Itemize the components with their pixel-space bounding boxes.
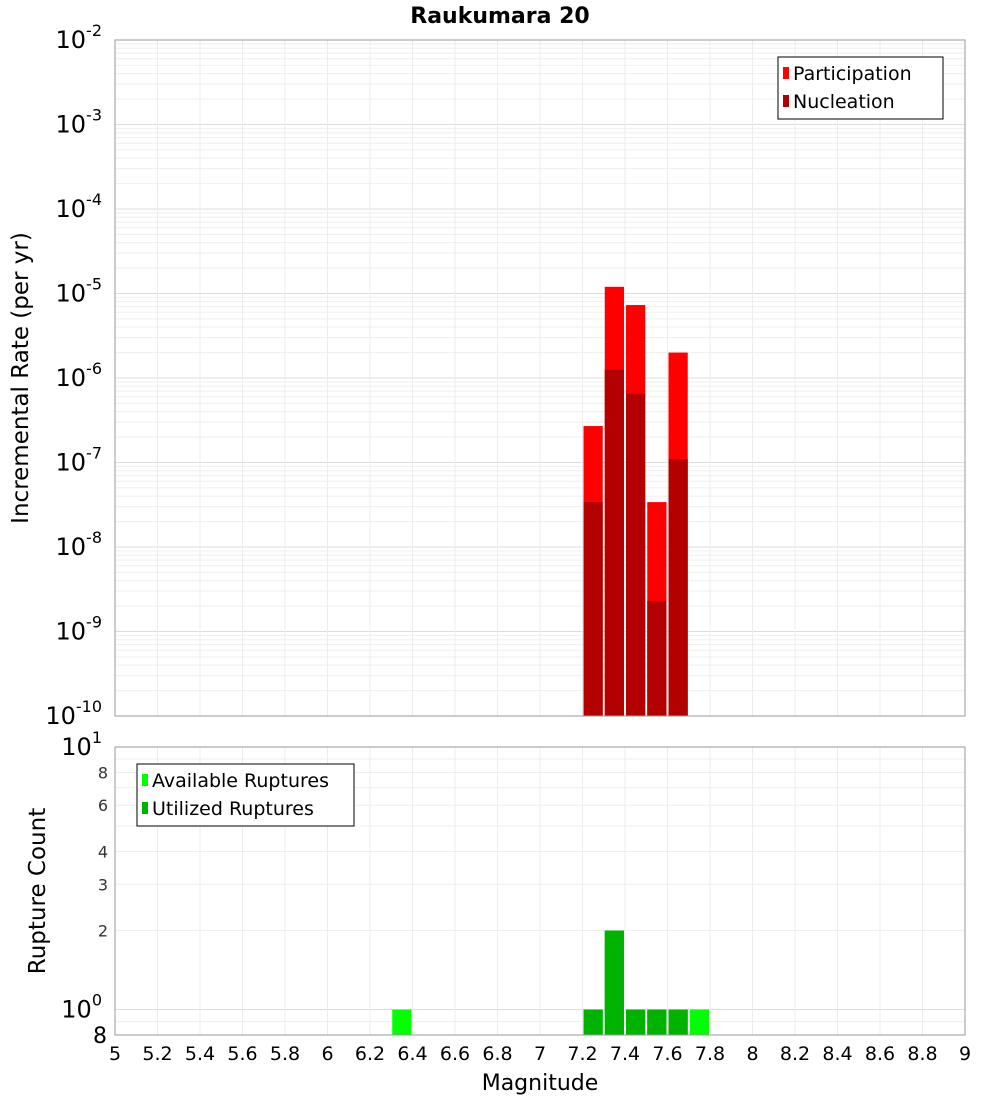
legend-label: Participation xyxy=(793,63,912,85)
y-tick-label: 10-2 xyxy=(56,21,103,54)
y-tick-label: 10-4 xyxy=(56,190,103,223)
bar-utilized-ruptures xyxy=(668,1009,688,1035)
bar-available-ruptures xyxy=(689,1009,709,1035)
x-tick-label: 7 xyxy=(534,1043,546,1065)
x-tick-label: 7.2 xyxy=(567,1043,597,1065)
y-tick-label: 10-8 xyxy=(56,528,103,561)
bar-nucleation xyxy=(626,393,646,716)
bar-nucleation xyxy=(647,600,667,716)
y-tick-label: 10-3 xyxy=(56,106,103,139)
y-tick-label: 100 xyxy=(61,991,102,1024)
x-tick-label: 7.8 xyxy=(695,1043,725,1065)
x-tick-label: 8.4 xyxy=(822,1043,852,1065)
x-tick-label: 7.4 xyxy=(610,1043,640,1065)
legend-box xyxy=(777,56,944,120)
plot-frame xyxy=(114,39,966,717)
x-tick-label: 7.6 xyxy=(652,1043,682,1065)
x-tick-label: 5.2 xyxy=(142,1043,172,1065)
legend-label: Available Ruptures xyxy=(152,770,329,792)
legend-swatch xyxy=(783,95,789,107)
y-tick-label: 2 xyxy=(98,922,108,941)
y-tick-label: 10-7 xyxy=(56,444,103,477)
bar-nucleation xyxy=(604,369,624,716)
x-tick-label: 8.6 xyxy=(865,1043,895,1065)
y-axis-label: Incremental Rate (per yr) xyxy=(8,232,34,524)
x-tick-label: 6.4 xyxy=(397,1043,427,1065)
x-tick-label: 5.8 xyxy=(270,1043,300,1065)
y-tick-label: 10-6 xyxy=(56,359,103,392)
x-tick-label: 9 xyxy=(959,1043,971,1065)
y-tick-label: 8 xyxy=(93,1024,107,1049)
y-tick-label: 4 xyxy=(98,842,108,861)
x-tick-label: 5.6 xyxy=(227,1043,257,1065)
bar-utilized-ruptures xyxy=(604,930,624,1035)
bar-nucleation xyxy=(583,502,603,716)
legend-label: Utilized Ruptures xyxy=(152,798,314,820)
y-tick-label: 101 xyxy=(61,728,102,761)
bar-nucleation xyxy=(668,459,688,716)
y-tick-label: 8 xyxy=(98,763,108,782)
y-tick-label: 10-5 xyxy=(56,275,103,308)
x-tick-label: 5 xyxy=(109,1043,121,1065)
x-tick-label: 8.2 xyxy=(780,1043,810,1065)
x-tick-label: 6.2 xyxy=(355,1043,385,1065)
y-axis-label: Rupture Count xyxy=(25,808,51,974)
plot-panel-1: 10-10 10-9 10-8 10-7 10-6 10-5 10-4 10-3 10-2 Inc… xyxy=(8,21,966,730)
bar-available-ruptures xyxy=(392,1009,412,1035)
bar-utilized-ruptures xyxy=(583,1009,603,1035)
legend-swatch xyxy=(783,67,789,79)
x-tick-label: 8 xyxy=(746,1043,758,1065)
x-tick-label: 6.8 xyxy=(482,1043,512,1065)
legend-swatch xyxy=(142,774,148,786)
x-axis-label: Magnitude xyxy=(482,1071,599,1096)
bar-utilized-ruptures xyxy=(626,1009,646,1035)
legend-box xyxy=(136,763,355,827)
y-tick-label: 10-9 xyxy=(56,613,103,646)
legend-swatch xyxy=(142,802,148,814)
legend-label: Nucleation xyxy=(793,91,895,113)
plot-frame xyxy=(114,746,966,1036)
x-tick-label: 8.8 xyxy=(907,1043,937,1065)
y-tick-label: 10-10 xyxy=(45,697,102,730)
y-tick-label: 6 xyxy=(98,796,108,815)
chart-title: Raukumara 20 xyxy=(410,4,589,29)
y-tick-label: 3 xyxy=(98,875,108,894)
x-tick-label: 5.4 xyxy=(185,1043,215,1065)
x-tick-label: 6.6 xyxy=(440,1043,470,1065)
x-tick-label: 6 xyxy=(321,1043,333,1065)
bar-utilized-ruptures xyxy=(647,1009,667,1035)
